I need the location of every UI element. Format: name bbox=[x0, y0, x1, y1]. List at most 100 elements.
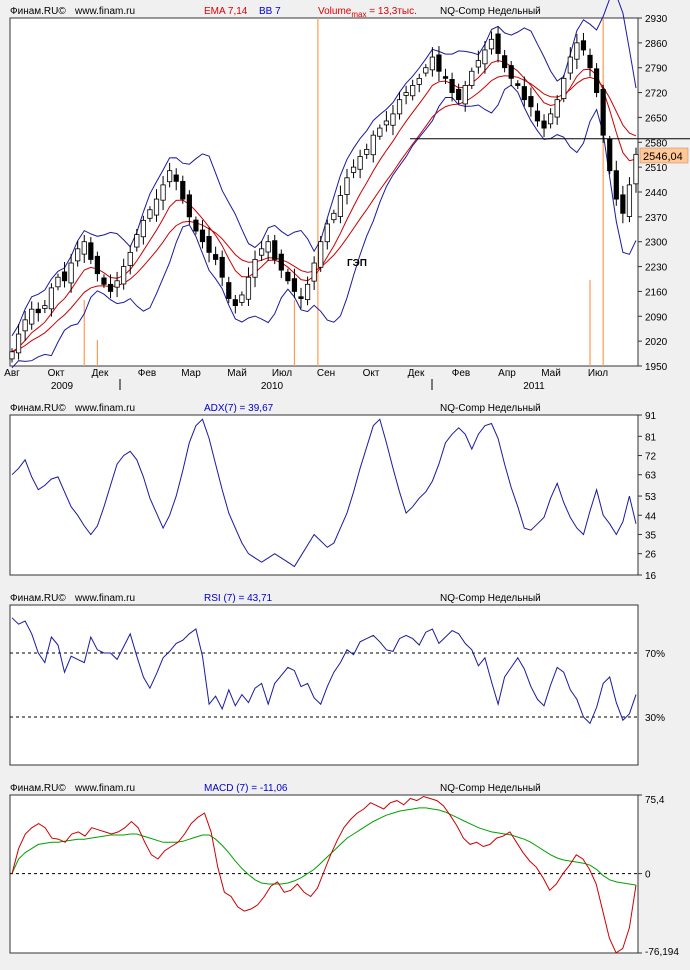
candle-body bbox=[534, 110, 541, 122]
candle-body bbox=[42, 305, 48, 309]
volume-suffix: = 13,3тыс. bbox=[366, 6, 416, 17]
candle-body bbox=[442, 76, 449, 79]
candle-body bbox=[318, 241, 324, 268]
price-y-tick-label: 2440 bbox=[645, 188, 668, 199]
candle-body bbox=[364, 148, 370, 155]
candle-body bbox=[9, 351, 15, 360]
adx-series bbox=[11, 418, 637, 568]
candle-body bbox=[521, 86, 527, 101]
candle-body bbox=[173, 174, 179, 182]
candle-body bbox=[29, 308, 35, 325]
candle-body bbox=[528, 96, 534, 108]
candle-body bbox=[567, 56, 573, 74]
price-panel: 2930 2860 2790 2720 2650 2580 2510 2440 2370 2300… bbox=[4, 0, 690, 392]
candle-body bbox=[475, 60, 481, 68]
candle-body bbox=[370, 134, 376, 156]
macd-series bbox=[11, 795, 637, 954]
candle-body bbox=[410, 85, 416, 97]
candle-body bbox=[160, 184, 166, 201]
adx-y-tick-label: 72 bbox=[645, 452, 657, 463]
candle-body bbox=[239, 294, 245, 303]
macd-line bbox=[11, 795, 637, 954]
adx-y-tick-label: 81 bbox=[645, 432, 657, 443]
price-y-tick-label: 2650 bbox=[645, 113, 668, 124]
candle-body bbox=[495, 33, 501, 54]
x-month-label: Дек bbox=[408, 368, 425, 379]
candle-body bbox=[613, 170, 619, 200]
candle-body bbox=[482, 49, 488, 65]
x-month-label: Фев bbox=[452, 368, 470, 379]
candle-body bbox=[226, 282, 232, 299]
candle-body bbox=[101, 277, 107, 285]
candle-body bbox=[515, 83, 521, 86]
x-month-label: Июл bbox=[272, 368, 292, 379]
price-y-tick-label: 1950 bbox=[645, 362, 668, 373]
price-plot-area bbox=[9, 17, 639, 367]
x-year-label: 2009 bbox=[51, 381, 74, 392]
candle-body bbox=[396, 99, 403, 115]
price-y-axis: 2930 2860 2790 2720 2650 2580 2510 2440 2370 2300… bbox=[638, 14, 668, 373]
price-y-tick-label: 2790 bbox=[645, 64, 668, 75]
candle-body bbox=[107, 283, 114, 292]
candle-body bbox=[456, 88, 462, 101]
candle-body bbox=[291, 278, 298, 292]
candle-body bbox=[272, 240, 278, 260]
price-y-tick-label: 2370 bbox=[645, 213, 668, 224]
candle-body bbox=[206, 235, 212, 253]
candle-body bbox=[88, 242, 94, 260]
adx-y-tick-label: 63 bbox=[645, 471, 657, 482]
adx-y-tick-label: 26 bbox=[645, 550, 657, 561]
price-y-tick-label: 2720 bbox=[645, 89, 668, 100]
ema-7-line bbox=[11, 59, 637, 353]
price-y-tick-label: 2090 bbox=[645, 312, 668, 323]
rsi-header-source: Финам.RU© bbox=[10, 593, 66, 604]
candle-body bbox=[508, 65, 514, 79]
candle-body bbox=[429, 56, 435, 71]
candle-body bbox=[199, 229, 206, 243]
macd-y-tick-label: 0 bbox=[645, 870, 651, 881]
candle-body bbox=[324, 223, 330, 243]
adx-y-tick-label: 44 bbox=[645, 511, 657, 522]
price-y-tick-label: 2230 bbox=[645, 263, 668, 274]
x-month-label: Мар bbox=[181, 368, 201, 379]
candle-body bbox=[331, 212, 337, 221]
x-month-label: Авг bbox=[4, 368, 20, 379]
x-month-label: Сен bbox=[317, 368, 335, 379]
adx-y-tick-label: 35 bbox=[645, 530, 657, 541]
rsi-level-label: 70% bbox=[645, 649, 665, 660]
candle-body bbox=[383, 120, 390, 126]
x-month-label: Май bbox=[227, 368, 247, 379]
price-header-site: www.finam.ru bbox=[74, 6, 135, 17]
candle-body bbox=[265, 241, 271, 253]
candle-body bbox=[213, 254, 219, 260]
price-y-tick-label: 2160 bbox=[645, 287, 668, 298]
candle-body bbox=[114, 280, 120, 288]
x-month-label: Дек bbox=[92, 368, 109, 379]
rsi-line bbox=[11, 617, 637, 725]
candle-body bbox=[357, 156, 363, 170]
candle-body bbox=[304, 283, 311, 300]
candle-body bbox=[48, 287, 55, 310]
candle-body bbox=[55, 276, 61, 288]
candle-body bbox=[423, 67, 429, 74]
candle-body bbox=[35, 308, 41, 314]
rsi-header-ind: RSI (7) = 43,71 bbox=[204, 593, 273, 604]
bb-upper-line bbox=[11, 0, 637, 337]
candle-body bbox=[140, 220, 146, 238]
candle-body bbox=[633, 153, 639, 185]
candle-body bbox=[258, 248, 265, 256]
x-month-label: Июл bbox=[588, 368, 608, 379]
candle-body bbox=[548, 113, 554, 125]
volume-bars bbox=[83, 18, 604, 366]
macd-header-source: Финам.RU© bbox=[10, 783, 66, 794]
candle-body bbox=[469, 70, 475, 86]
rsi-plot-area bbox=[9, 604, 639, 766]
candle-body bbox=[587, 54, 593, 69]
candle-body bbox=[61, 271, 68, 282]
candle-body bbox=[541, 120, 547, 129]
adx-plot-area bbox=[9, 414, 639, 576]
candles bbox=[9, 27, 639, 363]
x-month-label: Фев bbox=[138, 368, 156, 379]
rsi-panel: Финам.RU© www.finam.ru RSI (7) = 43,71 N… bbox=[9, 593, 665, 766]
